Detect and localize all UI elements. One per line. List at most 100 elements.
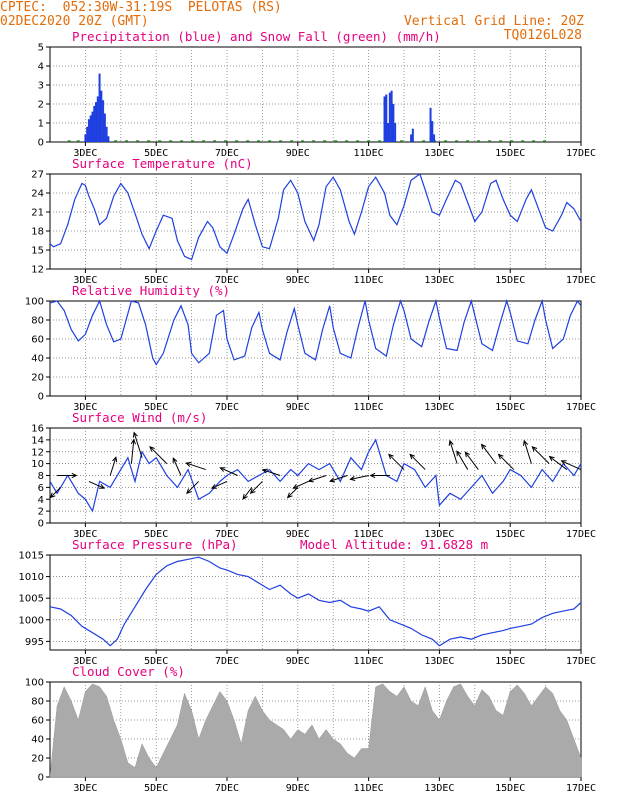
x-tick-label: 13DEC (424, 529, 454, 540)
wind-arrow-head (292, 483, 299, 489)
y-tick-label: 80 (31, 697, 44, 708)
y-tick-label: 995 (25, 637, 44, 648)
x-tick-label: 5DEC (144, 783, 168, 794)
y-tick-label: 24 (31, 189, 44, 200)
wind-arrow-head (185, 461, 192, 467)
wind-arrow (293, 480, 309, 489)
panel-frame (49, 300, 582, 397)
x-tick-label: 7DEC (215, 275, 239, 286)
precip-bar (429, 107, 432, 142)
x-tick-label: 11DEC (354, 402, 384, 413)
y-tick-label: 12 (31, 447, 44, 458)
x-tick-label: 7DEC (215, 656, 239, 667)
y-tick-label: 18 (31, 227, 44, 238)
x-tick-label: 13DEC (424, 402, 454, 413)
y-tick-label: 5 (38, 43, 44, 54)
x-tick-label: 13DEC (424, 275, 454, 286)
precip-bar (410, 134, 413, 142)
panel-4: Surface Pressure (hPa) Model Altitude: 91… (19, 537, 597, 667)
x-tick-label: 7DEC (215, 402, 239, 413)
x-tick-label: 11DEC (354, 529, 384, 540)
station-label: CPTEC: 052:30W-31:19S PELOTAS (RS) (0, 0, 282, 15)
precip-bar (91, 111, 94, 142)
y-tick-label: 60 (31, 716, 44, 727)
y-tick-label: 80 (31, 316, 44, 327)
wind-arrow (531, 446, 550, 464)
y-tick-label: 1 (38, 119, 44, 130)
y-tick-label: 2 (38, 100, 44, 111)
precip-bar (433, 134, 436, 142)
panel-frame (49, 173, 582, 270)
x-tick-label: 5DEC (144, 402, 168, 413)
wind-arrow-head (286, 492, 293, 499)
wind-arrow (262, 469, 281, 476)
wind-arrow (133, 432, 143, 458)
y-tick-label: 60 (31, 335, 44, 346)
y-tick-label: 1015 (19, 551, 44, 562)
precip-bar (383, 96, 386, 142)
panel-5: Cloud Cover (%) 0 20 40 60 80 100 3DEC 5DEC 7DEC 9… (25, 664, 596, 794)
wind-arrow (549, 456, 568, 470)
wind-arrow-head (531, 445, 538, 452)
wind-arrow (449, 440, 458, 464)
precip-bar (93, 105, 96, 142)
wind-arrow (186, 481, 200, 494)
wind-arrow (242, 487, 253, 500)
panel-1: Surface Temperature (nC) 12 15 18 21 24 27 3DEC… (31, 156, 596, 286)
wind-arrow-head (132, 431, 138, 438)
y-tick-label: 100 (25, 678, 44, 689)
wind-arrow-head (388, 453, 394, 460)
x-tick-label: 7DEC (215, 783, 239, 794)
precip-bar (102, 100, 105, 142)
series-line (49, 438, 582, 513)
panel-frame (49, 554, 582, 651)
y-tick-label: 0 (38, 773, 44, 784)
wind-arrow (409, 454, 426, 470)
x-tick-label: 9DEC (286, 148, 310, 159)
precip-bar (86, 126, 89, 142)
series-line (49, 556, 582, 647)
wind-arrow-head (548, 455, 555, 462)
y-tick-label: 40 (31, 735, 44, 746)
wind-arrow-head (448, 439, 454, 446)
x-tick-label: 17DEC (566, 402, 596, 413)
y-tick-label: 10 (31, 459, 44, 470)
wind-arrow-head (369, 472, 376, 479)
y-tick-label: 2 (38, 507, 44, 518)
precip-bar (89, 115, 92, 142)
wind-arrow (388, 454, 405, 470)
wind-arrow (172, 458, 182, 476)
wind-arrow-head (456, 450, 462, 457)
wind-arrow-head (560, 460, 567, 466)
x-tick-label: 15DEC (495, 275, 525, 286)
precip-bar (431, 121, 434, 142)
series-line (49, 298, 582, 366)
precip-bar (107, 136, 110, 142)
x-tick-label: 17DEC (566, 148, 596, 159)
wind-arrow (211, 480, 228, 489)
x-tick-label: 9DEC (286, 529, 310, 540)
wind-arrow (350, 475, 369, 480)
precip-bar (387, 123, 390, 142)
x-tick-label: 15DEC (495, 402, 525, 413)
precip-bar (95, 102, 98, 142)
wind-arrow-head (329, 477, 336, 483)
y-tick-label: 4 (38, 62, 44, 73)
y-tick-label: 100 (25, 297, 44, 308)
wind-arrow-head (409, 453, 415, 460)
y-tick-label: 1010 (19, 572, 44, 583)
wind-arrow-head (172, 457, 178, 464)
y-tick-label: 1005 (19, 594, 44, 605)
wind-arrow-head (130, 438, 136, 445)
cloud-cover-area (49, 683, 582, 778)
y-tick-label: 15 (31, 246, 44, 257)
x-tick-label: 9DEC (286, 783, 310, 794)
wind-arrow (456, 450, 469, 470)
wind-arrow (88, 480, 105, 489)
x-tick-label: 15DEC (495, 783, 525, 794)
wind-arrow-head (480, 443, 487, 450)
wind-arrow-head (307, 477, 314, 483)
y-tick-label: 8 (38, 471, 44, 482)
x-tick-label: 3DEC (73, 656, 97, 667)
